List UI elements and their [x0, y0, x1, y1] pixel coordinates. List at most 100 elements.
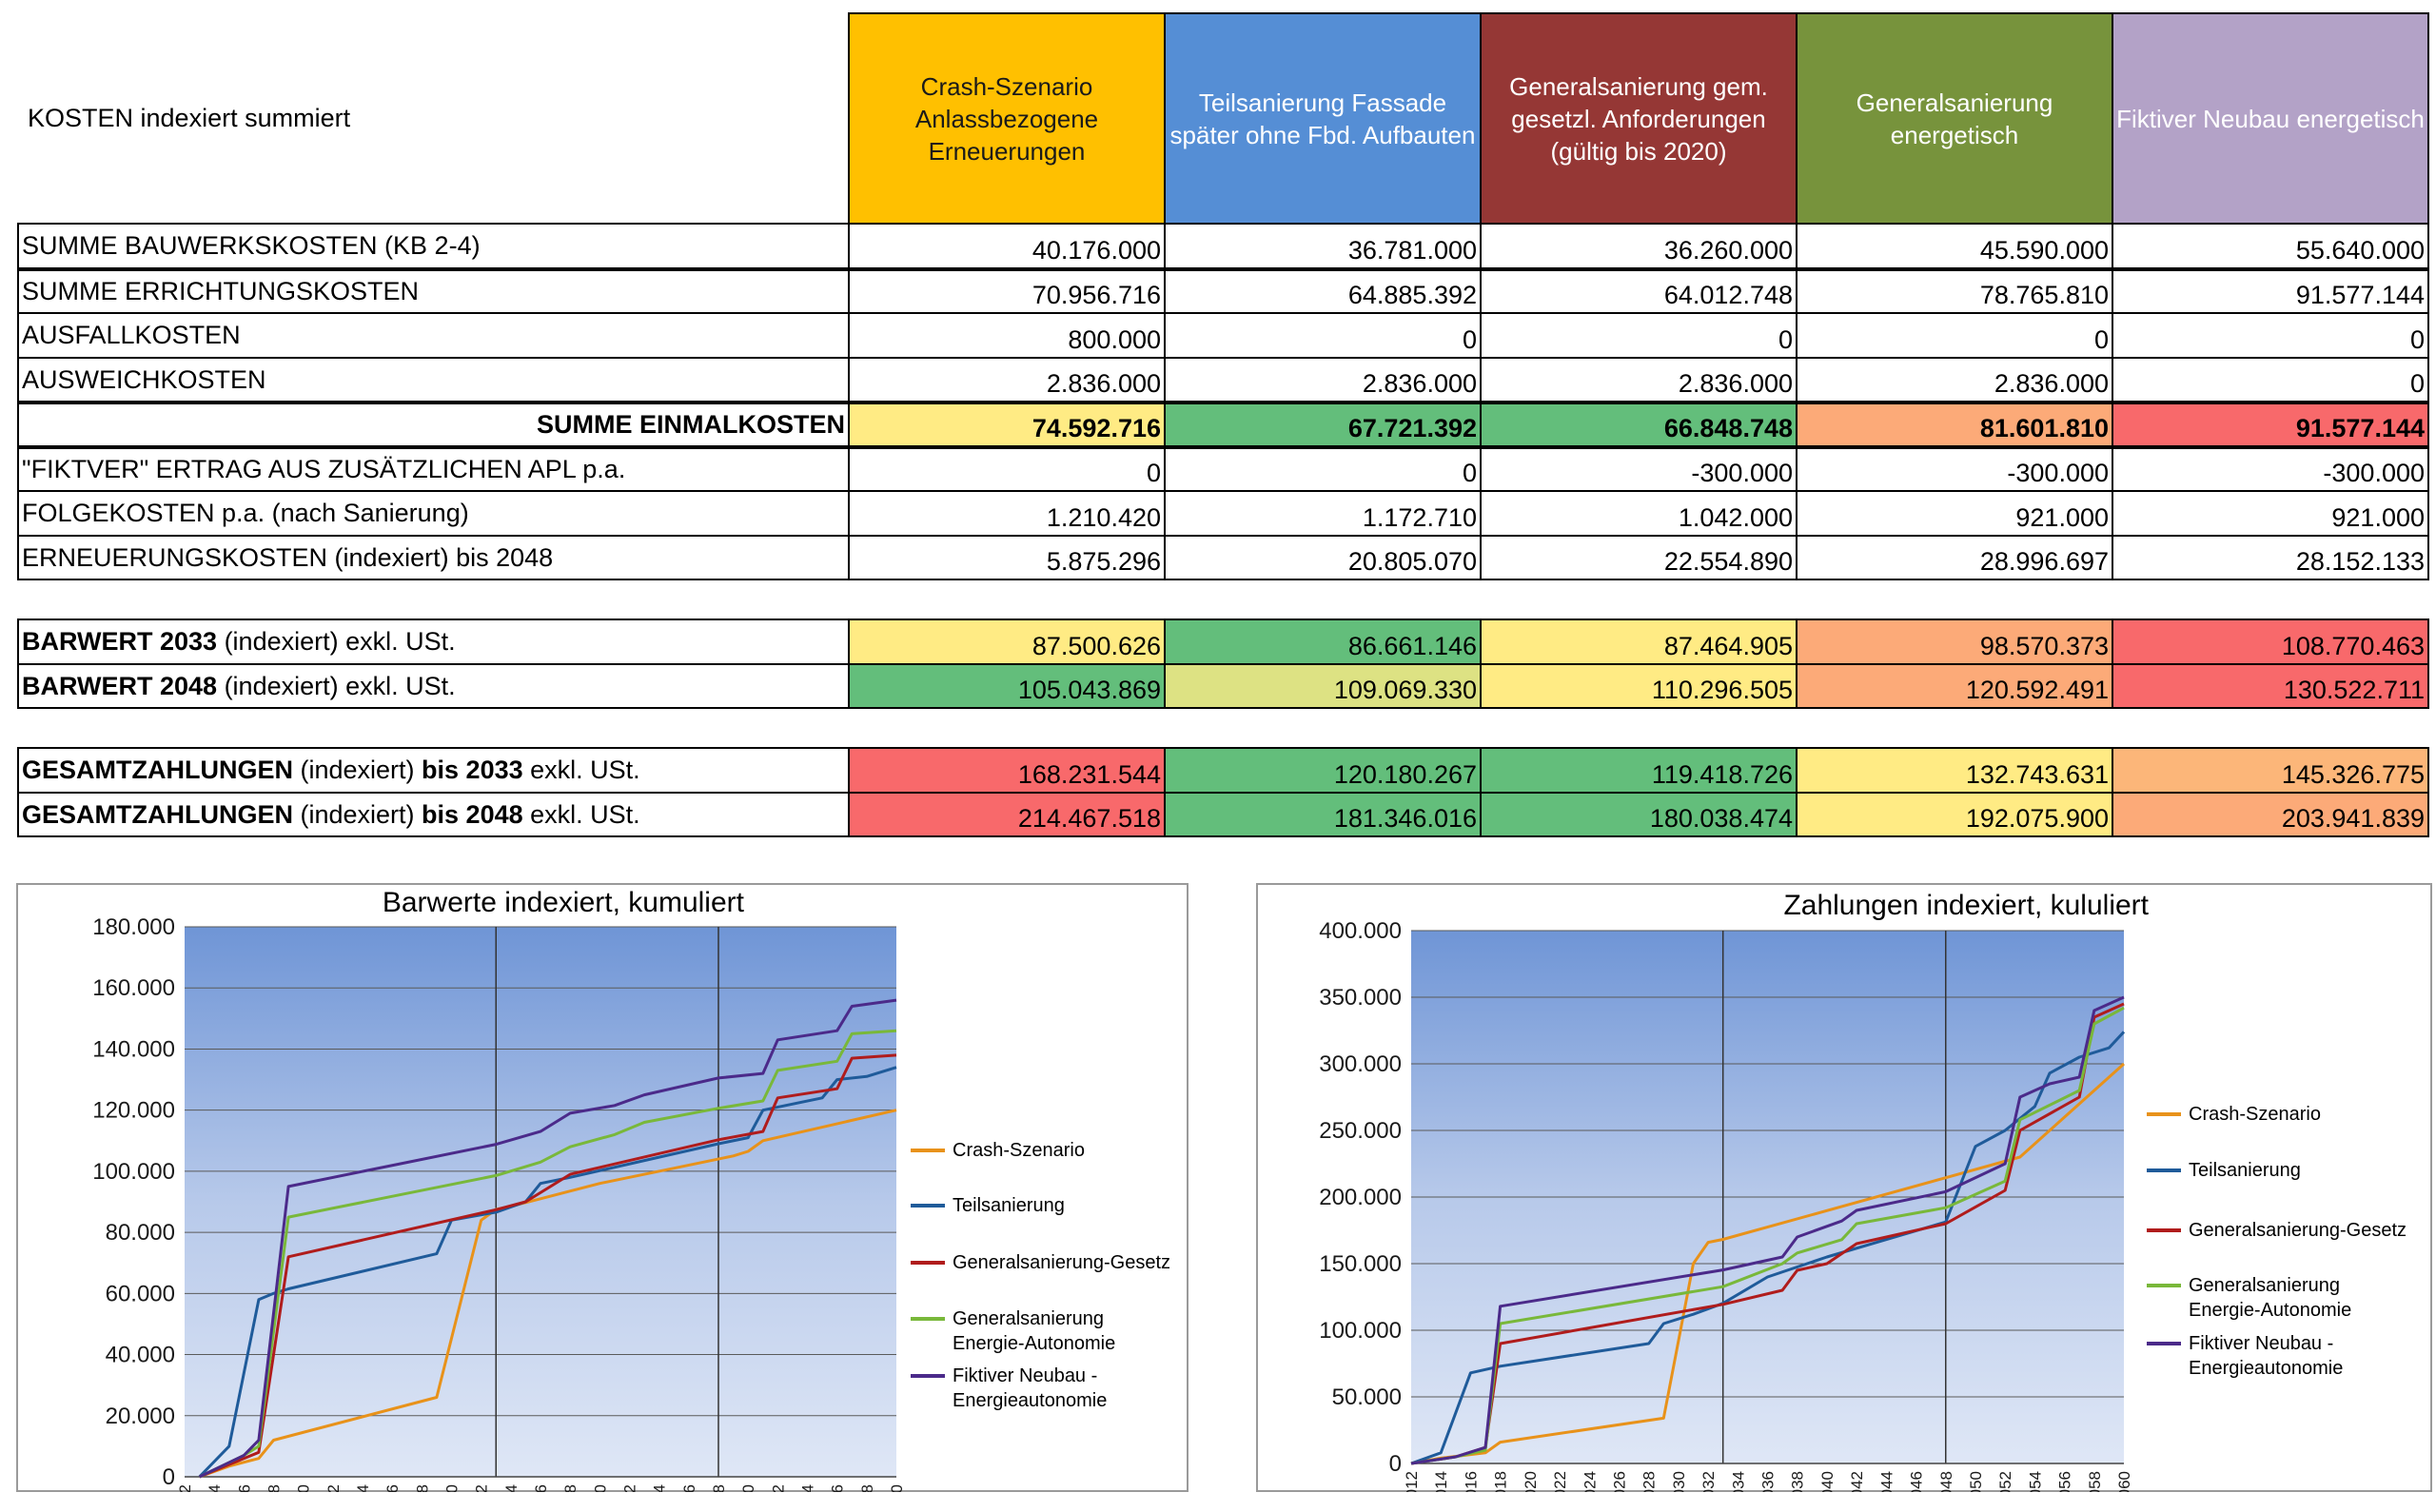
table-cell: 22.554.890: [1481, 536, 1798, 580]
x-tick-label: 2026: [383, 1484, 402, 1492]
row-label: FOLGEKOSTEN p.a. (nach Sanierung): [17, 491, 850, 537]
table-header-row: KOSTEN indexiert summiert Crash-Szenario…: [18, 12, 2429, 225]
x-tick-label: 2058: [858, 1484, 876, 1492]
x-tick-label: 2050: [1967, 1471, 1985, 1492]
y-tick-label: 20.000: [106, 1404, 175, 1429]
legend-label: Teilsanierung: [2189, 1160, 2301, 1181]
legend-label: Generalsanierung: [2189, 1275, 2340, 1296]
table-cell: 0: [1797, 313, 2113, 359]
x-tick-label: 2028: [413, 1484, 431, 1492]
table-cell: 108.770.463: [2112, 619, 2429, 665]
legend-label: Teilsanierung: [953, 1195, 1065, 1216]
x-tick-label: 2044: [651, 1484, 669, 1492]
legend-label: Energieautonomie: [2189, 1358, 2343, 1379]
table-cell: 36.781.000: [1165, 223, 1482, 270]
row-label: ERNEUERUNGSKOSTEN (indexiert) bis 2048: [17, 536, 850, 580]
table-cell: 130.522.711: [2112, 664, 2429, 709]
x-tick-label: 2032: [473, 1484, 491, 1492]
table-cell: 921.000: [1797, 491, 2113, 537]
row-label: "FIKTVER" ERTRAG AUS ZUSÄTZLICHEN APL p.…: [17, 447, 850, 492]
x-tick-label: 2046: [1908, 1471, 1926, 1492]
row-label: SUMME ERRICHTUNGSKOSTEN: [17, 267, 850, 314]
x-tick-label: 2048: [710, 1484, 728, 1492]
table-row-barwert-2033: BARWERT 2033 (indexiert) exkl. USt. 87.5…: [17, 619, 2429, 665]
table-cell: 87.500.626: [849, 619, 1166, 665]
y-tick-label: 0: [163, 1464, 175, 1490]
table-row-barwert-2048: BARWERT 2048 (indexiert) exkl. USt. 105.…: [17, 664, 2429, 709]
table-row-einmalkosten: SUMME EINMALKOSTEN 74.592.716 67.721.392…: [17, 401, 2429, 449]
x-tick-label: 2020: [1522, 1471, 1540, 1492]
x-tick-label: 2060: [888, 1484, 906, 1492]
table-cell: 105.043.869: [849, 664, 1166, 709]
table-cell: 2.836.000: [849, 358, 1166, 403]
legend-label: Fiktiver Neubau -: [2189, 1333, 2333, 1354]
table-cell: 120.180.267: [1165, 747, 1482, 794]
y-tick-label: 80.000: [106, 1220, 175, 1246]
table-row: SUMME ERRICHTUNGSKOSTEN 70.956.716 64.88…: [17, 267, 2429, 314]
legend-label: Generalsanierung-Gesetz: [2189, 1220, 2407, 1241]
column-header-crash: Crash-Szenario Anlassbezogene Erneuerung…: [848, 12, 1166, 225]
x-tick-label: 2026: [1610, 1471, 1628, 1492]
x-tick-label: 2040: [1818, 1471, 1837, 1492]
chart-barwerte: 0 20.000 40.000 60.000 80.000 100.000 120.000 1…: [16, 883, 1189, 1492]
table-cell: 2.836.000: [1165, 358, 1482, 403]
chart-title: Barwerte indexiert, kumuliert: [383, 887, 745, 918]
y-tick-label: 150.000: [1319, 1251, 1402, 1277]
table-cell: 2.836.000: [1481, 358, 1798, 403]
x-tick-label: 2054: [799, 1484, 817, 1492]
y-tick-label: 60.000: [106, 1281, 175, 1306]
table-cell: 28.996.697: [1797, 536, 2113, 580]
series-line: [198, 1066, 897, 1479]
x-tick-label: 2054: [2026, 1471, 2044, 1492]
table-cell: 45.590.000: [1797, 223, 2113, 270]
table-cell: 66.848.748: [1481, 401, 1798, 449]
table-cell: 181.346.016: [1165, 793, 1482, 837]
table-cell: 55.640.000: [2112, 223, 2429, 270]
y-tick-label: 180.000: [92, 914, 175, 940]
x-tick-label: 2016: [235, 1484, 253, 1492]
table-cell: 1.172.710: [1165, 491, 1482, 537]
x-tick-label: 2050: [739, 1484, 757, 1492]
table-cell: 5.875.296: [849, 536, 1166, 580]
table-cell: 70.956.716: [849, 267, 1166, 314]
legend-label: Generalsanierung-Gesetz: [953, 1252, 1170, 1273]
y-tick-label: 40.000: [106, 1343, 175, 1368]
table-cell: 180.038.474: [1481, 793, 1798, 837]
x-tick-label: 2052: [769, 1484, 787, 1492]
row-label: SUMME EINMALKOSTEN: [17, 401, 850, 449]
legend-label: Energie-Autonomie: [953, 1333, 1115, 1354]
table-cell: 0: [1165, 313, 1482, 359]
table-cell: 40.176.000: [849, 223, 1166, 270]
column-header-generalsanierung-gesetz: Generalsanierung gem. gesetzl. Anforderu…: [1480, 12, 1798, 225]
table-cell: 2.836.000: [1797, 358, 2113, 403]
x-tick-label: 2038: [561, 1484, 580, 1492]
y-tick-label: 50.000: [1332, 1384, 1402, 1410]
table-cell: 0: [849, 447, 1166, 492]
y-tick-label: 300.000: [1319, 1051, 1402, 1077]
x-tick-label: 2028: [1640, 1471, 1659, 1492]
column-header-generalsanierung-energetisch: Generalsanierung energetisch: [1796, 12, 2113, 225]
x-tick-label: 2022: [324, 1484, 343, 1492]
x-tick-label: 2034: [1729, 1471, 1747, 1492]
x-tick-label: 2056: [2056, 1471, 2074, 1492]
x-tick-label: 2036: [532, 1484, 550, 1492]
x-tick-label: 2060: [2115, 1471, 2133, 1492]
table-row-gesamtzahlungen-2048: GESAMTZAHLUNGEN (indexiert) bis 2048 exk…: [17, 793, 2429, 837]
table-cell: 800.000: [849, 313, 1166, 359]
y-tick-label: 120.000: [92, 1098, 175, 1124]
table-row: AUSFALLKOSTEN 800.000 0 0 0 0: [17, 313, 2429, 359]
series-line: [198, 998, 897, 1479]
table-cell: 86.661.146: [1165, 619, 1482, 665]
y-tick-label: 0: [1389, 1451, 1402, 1477]
table-cell: 78.765.810: [1797, 267, 2113, 314]
x-tick-label: 2020: [295, 1484, 313, 1492]
table-cell: 20.805.070: [1165, 536, 1482, 580]
series-line: [1410, 995, 2125, 1465]
row-label: GESAMTZAHLUNGEN (indexiert) bis 2033 exk…: [17, 747, 850, 794]
legend-label: Crash-Szenario: [2189, 1104, 2321, 1125]
table-cell: 81.601.810: [1797, 401, 2113, 449]
x-tick-label: 2024: [354, 1484, 372, 1492]
column-header-teilsanierung: Teilsanierung Fassade später ohne Fbd. A…: [1164, 12, 1482, 225]
table-cell: 214.467.518: [849, 793, 1166, 837]
row-label: SUMME BAUWERKSKOSTEN (KB 2-4): [17, 223, 850, 270]
